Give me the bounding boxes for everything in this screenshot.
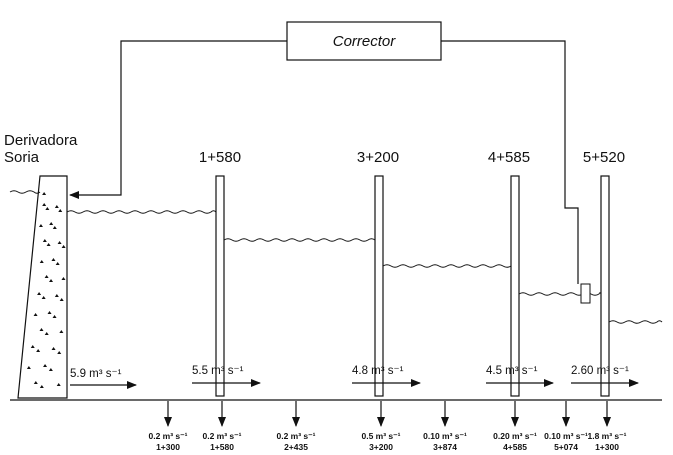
outlet-flow: 0.10 m³ s⁻¹ (544, 431, 588, 441)
flow-label: 5.5 m³ s⁻¹ (192, 365, 244, 377)
dam-mark (30, 345, 35, 348)
dam-mark (56, 383, 61, 386)
gate (510, 175, 520, 397)
dam-mark (39, 385, 44, 388)
dam-fill (26, 192, 66, 388)
outlet-station: 1+300 (595, 442, 619, 452)
dam-mark (47, 311, 52, 314)
outlet-station: 2+435 (284, 442, 308, 452)
outlet-station: 1+580 (210, 442, 234, 452)
dam-mark (61, 245, 66, 248)
dam-mark (54, 205, 59, 208)
dam-label: Soria (4, 149, 40, 166)
outlet-station: 3+200 (369, 442, 393, 452)
dam-mark (48, 368, 53, 371)
gate (215, 175, 225, 397)
gate (600, 175, 610, 397)
dam-mark (58, 209, 63, 212)
dam-mark (41, 296, 46, 299)
outlet-flow: 0.2 m³ s⁻¹ (203, 431, 242, 441)
outlet-flow: 0.2 m³ s⁻¹ (277, 431, 316, 441)
dam-mark (33, 313, 38, 316)
outlet-flow: 0.5 m³ s⁻¹ (362, 431, 401, 441)
water-surface (9, 190, 663, 324)
wave (382, 264, 512, 268)
outlet-station: 1+300 (156, 442, 180, 452)
wave (608, 320, 663, 324)
dam-mark (38, 224, 43, 227)
dam (17, 175, 68, 399)
dam-mark (45, 207, 50, 210)
corrector-label: Corrector (333, 33, 397, 50)
gate-label: 3+200 (357, 149, 399, 166)
dam-mark (26, 366, 31, 369)
corrector-box (286, 21, 442, 61)
gate-label: 1+580 (199, 149, 241, 166)
dam-mark (42, 203, 47, 206)
outlet-flow: 1.8 m³ s⁻¹ (588, 431, 627, 441)
flow-label: 2.60 m³ s⁻¹ (571, 365, 629, 377)
dam-mark (51, 258, 56, 261)
dam-mark (59, 298, 64, 301)
dam-mark (54, 294, 59, 297)
outlet-station: 4+585 (503, 442, 527, 452)
flow-label: 4.5 m³ s⁻¹ (486, 365, 538, 377)
dam-mark (46, 243, 51, 246)
gate-label: 5+520 (583, 149, 625, 166)
outlet-station: 3+874 (433, 442, 457, 452)
dam-mark (51, 347, 56, 350)
dam-mark (33, 381, 38, 384)
dam-mark (49, 279, 54, 282)
dam-mark (44, 275, 49, 278)
dam-mark (59, 330, 64, 333)
sensor-line (441, 40, 579, 284)
dam-mark (42, 239, 47, 242)
dam-mark (44, 332, 49, 335)
dam-label: Derivadora (4, 132, 78, 149)
dam-mark (43, 364, 48, 367)
wave (223, 238, 376, 242)
gate-label: 4+585 (488, 149, 530, 166)
dam-mark (57, 351, 62, 354)
dam-mark (42, 192, 47, 195)
dam-mark (39, 260, 44, 263)
dam-mark (52, 226, 57, 229)
outlet-station: 5+074 (554, 442, 578, 452)
dam-mark (55, 262, 60, 265)
wave (518, 292, 602, 296)
outlet-flow: 0.20 m³ s⁻¹ (493, 431, 537, 441)
sensor (580, 283, 591, 304)
flow-label: 4.8 m³ s⁻¹ (352, 365, 404, 377)
wave (9, 190, 41, 194)
dam-mark (39, 328, 44, 331)
control-line (69, 40, 287, 199)
flow-label: 5.9 m³ s⁻¹ (70, 368, 122, 380)
outlet-flow: 0.10 m³ s⁻¹ (423, 431, 467, 441)
dam-mark (37, 292, 42, 295)
wave (66, 210, 217, 214)
dam-mark (52, 315, 57, 318)
outlet-flow: 0.2 m³ s⁻¹ (149, 431, 188, 441)
gate (374, 175, 384, 397)
dam-mark (49, 222, 54, 225)
dam-mark (36, 349, 41, 352)
dam-mark (61, 277, 66, 280)
dam-mark (57, 241, 62, 244)
